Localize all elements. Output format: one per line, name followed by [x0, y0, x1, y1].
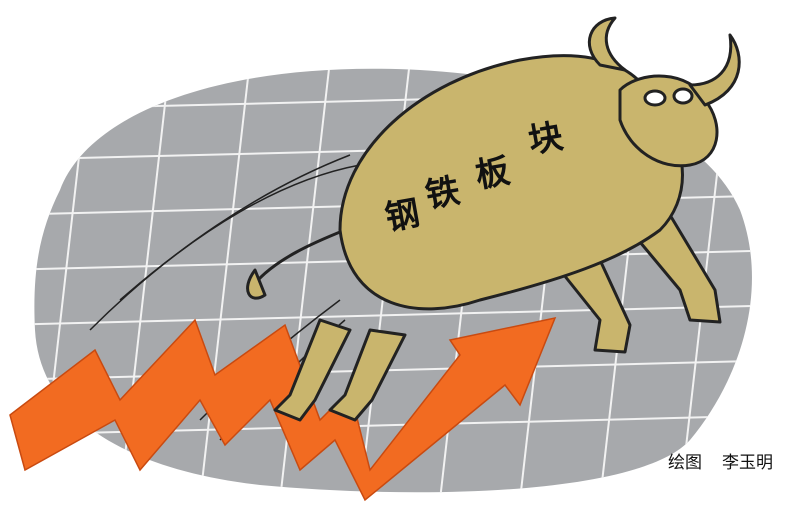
- page: {"illustration": {"body_text": ["钢", "铁"…: [0, 0, 793, 509]
- illustration: 钢 铁 板 块 绘图 李玉明: [0, 0, 793, 509]
- body-text: 板: [472, 151, 512, 196]
- credit-label: 绘图: [668, 453, 702, 473]
- body-text: 钢: [382, 193, 422, 238]
- body-text: 铁: [422, 171, 462, 216]
- credit-artist: 李玉明: [722, 453, 773, 473]
- body-text: 块: [525, 116, 565, 161]
